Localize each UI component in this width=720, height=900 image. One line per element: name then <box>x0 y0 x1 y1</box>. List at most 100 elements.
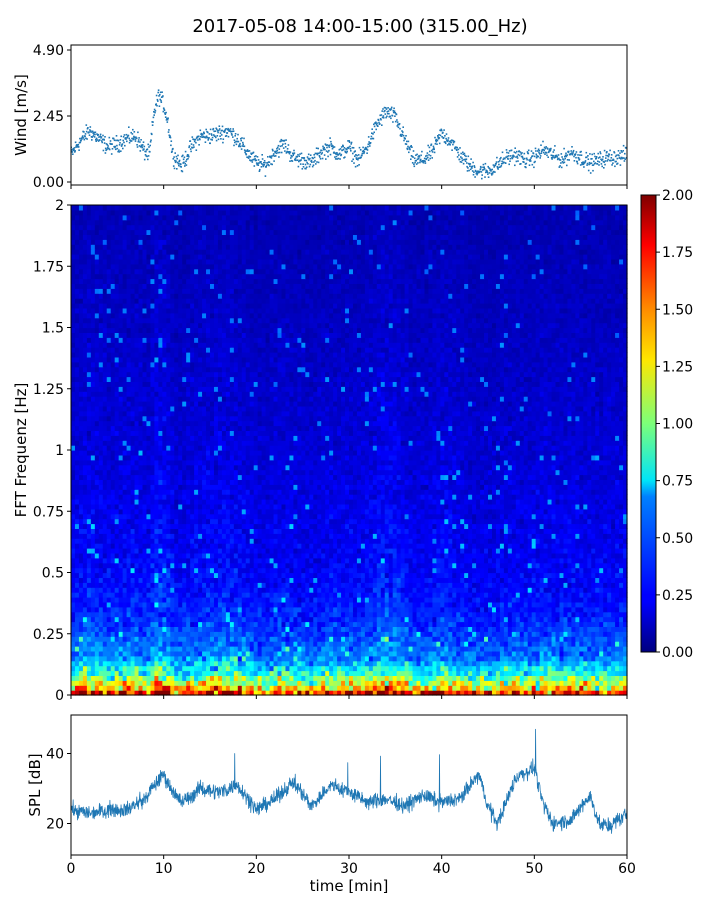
spectrogram-cell <box>420 631 426 637</box>
spectrogram-cell <box>114 577 120 583</box>
spectrogram-cell <box>329 587 334 593</box>
wind-point <box>451 149 453 151</box>
wind-point <box>607 158 609 161</box>
wind-point <box>614 155 617 158</box>
spectrogram-cell <box>416 616 422 623</box>
wind-point <box>71 151 74 153</box>
figure-title: 2017-05-08 14:00-15:00 (315.00_Hz) <box>192 16 527 37</box>
spectrogram-cell <box>202 567 207 574</box>
spectrogram-cell <box>484 582 489 588</box>
spectrogram-cell <box>281 611 287 618</box>
spectrogram-cell <box>170 636 175 642</box>
spectrogram-cell <box>178 587 183 593</box>
spectrogram-cell <box>587 636 592 642</box>
spectrogram-cell <box>535 587 541 593</box>
spectrogram-cell <box>321 597 326 603</box>
spectrogram-cell <box>400 675 406 681</box>
wind-point <box>574 153 577 155</box>
spectrogram-cell <box>206 567 211 574</box>
spectrogram-cell <box>380 592 386 598</box>
spectrogram-cell <box>182 567 187 574</box>
spectrogram-cell <box>325 582 330 588</box>
wind-point <box>76 144 78 146</box>
spectrogram-cell <box>495 592 501 598</box>
spectrogram-cell <box>78 646 84 652</box>
spectrogram-cell <box>206 670 211 676</box>
wind-point <box>330 140 332 143</box>
spectrogram-cell <box>376 646 382 652</box>
spectrogram-cell <box>106 631 112 637</box>
spectrogram-cell <box>313 650 318 657</box>
spectrogram-cell <box>376 660 382 667</box>
wind-point <box>589 162 592 165</box>
wind-point <box>164 113 167 115</box>
spectrogram-cell <box>126 680 132 686</box>
spectrogram-cell <box>531 636 537 642</box>
spectrogram-cell <box>523 636 529 642</box>
wind-point <box>118 151 121 153</box>
spectrogram-cell <box>587 641 592 647</box>
wind-point <box>576 161 578 163</box>
wind-point <box>140 139 142 141</box>
spectrogram-cell <box>194 582 199 588</box>
spectrogram-cell <box>126 690 132 696</box>
spectrogram-cell <box>114 660 120 667</box>
spectrogram-cell <box>257 690 263 696</box>
spectrogram-cell <box>202 601 207 608</box>
spectrogram-cell <box>110 567 116 574</box>
spectrogram-cell <box>122 675 128 681</box>
spectrogram-cell <box>229 582 235 588</box>
spectrogram-cell <box>134 636 140 642</box>
spectrogram-cell <box>86 621 92 627</box>
spectrogram-cell <box>249 597 255 603</box>
spectrogram-cell <box>305 611 310 618</box>
wind-point <box>549 150 551 152</box>
spectrogram-cell <box>329 592 334 598</box>
spectrogram-cell <box>368 587 374 593</box>
spectrogram-cell <box>408 606 414 613</box>
wind-point <box>334 158 337 160</box>
wind-point <box>301 168 304 170</box>
spectrogram-cell <box>186 670 191 676</box>
wind-point <box>620 158 622 160</box>
spectrogram-cell <box>460 631 465 637</box>
spectrogram-cell <box>225 685 231 691</box>
spectrogram-cell <box>345 572 350 578</box>
spectrogram-cell <box>619 616 624 623</box>
spectrogram-cell <box>372 567 378 574</box>
wind-point <box>332 145 334 147</box>
spectrogram-cell <box>253 631 259 637</box>
wind-point <box>601 165 603 168</box>
wind-point <box>257 159 260 161</box>
wind-point <box>394 112 397 114</box>
spectrogram-cell <box>495 621 501 627</box>
spectrogram-cell <box>440 582 445 588</box>
spectrogram-cell <box>456 646 461 652</box>
spectrogram-cell <box>352 650 358 657</box>
spectrogram-cell <box>368 685 374 691</box>
spectrogram-cell <box>547 685 553 691</box>
spectrogram-cell <box>380 636 386 642</box>
wind-point <box>390 106 393 109</box>
wind-point <box>176 157 178 160</box>
spectrogram-cell <box>456 621 461 627</box>
spectrogram-cell <box>158 577 163 583</box>
wind-point <box>373 131 375 134</box>
spectrogram-cell <box>579 690 584 696</box>
spectrogram-cell <box>281 670 287 676</box>
spectrogram-cell <box>281 592 287 598</box>
spectrogram-cell <box>416 601 422 608</box>
spectrogram-cell <box>408 675 414 681</box>
spectrogram-cell <box>221 650 227 657</box>
wind-point <box>277 151 279 154</box>
spectrogram-cell <box>233 587 239 593</box>
spectrogram-cell <box>206 685 211 691</box>
wind-point <box>190 143 193 145</box>
wind-point <box>515 156 517 158</box>
wind-point <box>178 159 181 162</box>
spectrogram-cell <box>356 582 362 588</box>
spectrogram-cell <box>352 587 358 593</box>
spectrogram-cell <box>130 641 136 647</box>
spectrogram-cell <box>134 675 140 681</box>
wind-point <box>362 146 364 149</box>
